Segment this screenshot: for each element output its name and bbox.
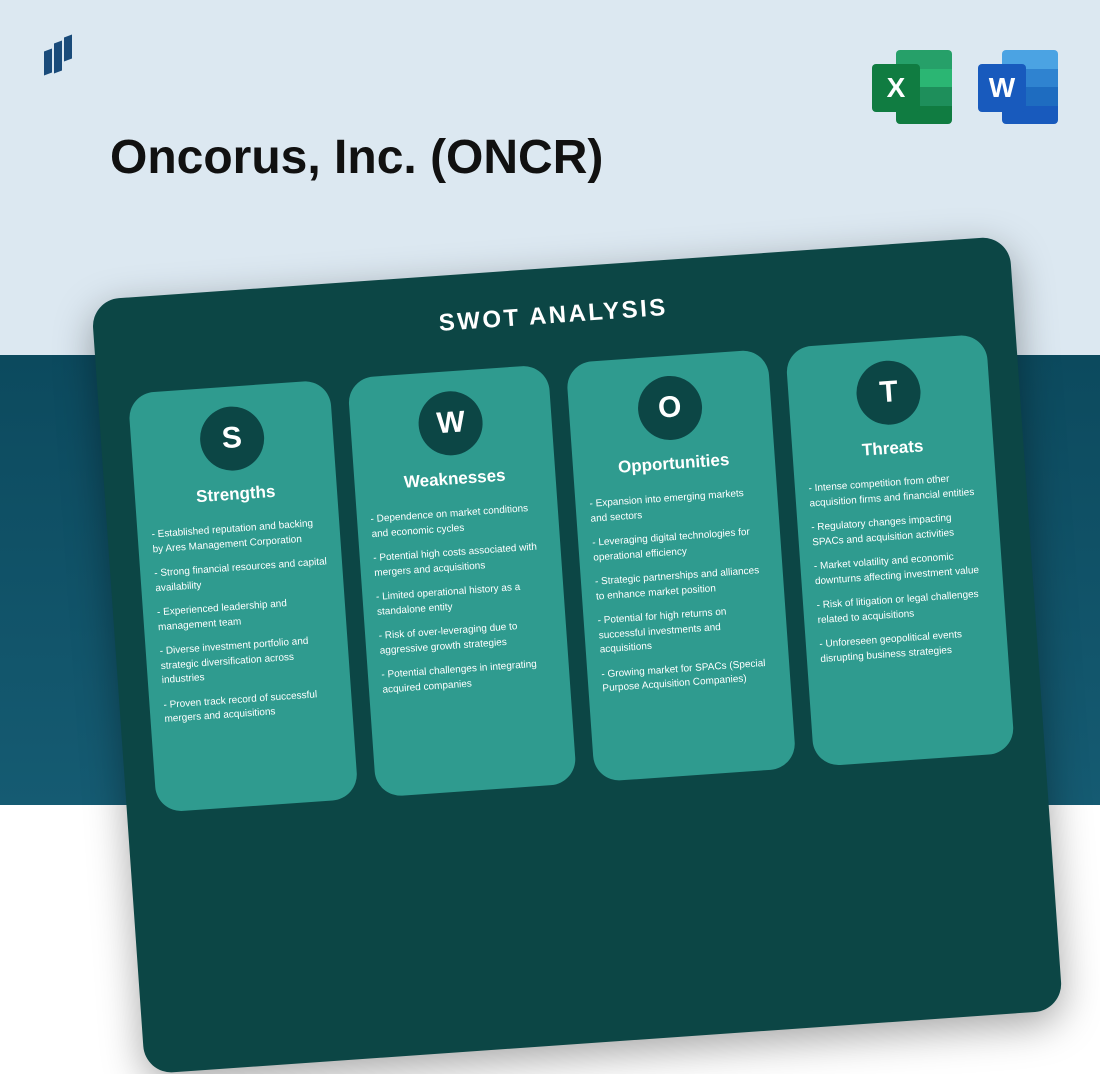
swot-list: - Expansion into emerging markets and se… [589, 486, 776, 697]
swot-item: - Market volatility and economic downtur… [814, 548, 989, 589]
swot-heading: Opportunities [586, 448, 760, 480]
swot-item: - Experienced leadership and management … [157, 594, 332, 635]
swot-list: - Established reputation and backing by … [151, 516, 338, 727]
swot-badge: T [855, 359, 923, 427]
swot-item: - Intense competition from other acquisi… [808, 470, 983, 511]
swot-item: - Potential challenges in integrating ac… [381, 657, 556, 698]
page-title: Oncorus, Inc. (ONCR) [110, 130, 603, 185]
swot-item: - Risk of over-leveraging due to aggress… [378, 618, 553, 659]
swot-item: - Limited operational history as a stand… [376, 579, 551, 620]
swot-column-s: S Strengths - Established reputation and b… [128, 380, 358, 813]
export-icons: X W [870, 46, 1060, 130]
swot-list: - Intense competition from other acquisi… [808, 470, 994, 667]
swot-item: - Growing market for SPACs (Special Purp… [601, 656, 776, 697]
swot-item: - Dependence on market conditions and ec… [370, 501, 545, 542]
swot-item: - Regulatory changes impacting SPACs and… [811, 509, 986, 550]
swot-item: - Potential high costs associated with m… [373, 540, 548, 581]
swot-columns: S Strengths - Established reputation and b… [128, 334, 1015, 813]
brand-logo [44, 36, 76, 80]
swot-column-o: O Opportunities - Expansion into emerging … [566, 349, 796, 782]
swot-heading: Threats [805, 433, 979, 465]
word-icon[interactable]: W [976, 46, 1060, 130]
swot-heading: Weaknesses [368, 463, 542, 495]
swot-board: SWOT ANALYSIS SStrengths- Established re… [91, 236, 1063, 1074]
swot-heading: Strengths [149, 478, 323, 510]
excel-icon[interactable]: X [870, 46, 954, 130]
swot-column-w: W Weaknesses - Dependence on market condit… [347, 364, 577, 797]
swot-item: - Potential for high returns on successf… [597, 602, 773, 657]
swot-item: - Expansion into emerging markets and se… [589, 486, 764, 527]
swot-item: - Unforeseen geopolitical events disrupt… [819, 626, 994, 667]
swot-item: - Established reputation and backing by … [151, 516, 326, 557]
swot-item: - Strong financial resources and capital… [154, 555, 329, 596]
swot-item: - Risk of litigation or legal challenges… [816, 587, 991, 628]
swot-item: - Diverse investment portfolio and strat… [159, 633, 335, 688]
swot-column-t: T Threats - Intense competition from other… [785, 334, 1015, 767]
swot-badge: W [417, 389, 485, 457]
swot-item: - Proven track record of successful merg… [163, 686, 338, 727]
swot-badge: O [636, 374, 704, 442]
swot-list: - Dependence on market conditions and ec… [370, 501, 556, 698]
swot-badge: S [198, 404, 266, 472]
swot-item: - Strategic partnerships and alliances t… [595, 564, 770, 605]
swot-item: - Leveraging digital technologies for op… [592, 525, 767, 566]
